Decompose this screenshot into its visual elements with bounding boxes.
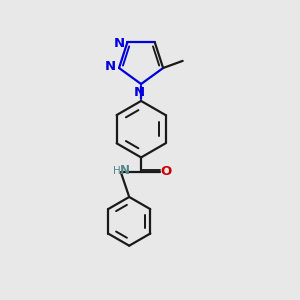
Text: H: H — [113, 166, 121, 176]
Text: N: N — [134, 86, 145, 99]
Text: O: O — [160, 165, 171, 178]
Text: N: N — [105, 60, 116, 73]
Text: N: N — [114, 37, 125, 50]
Text: N: N — [119, 164, 129, 177]
